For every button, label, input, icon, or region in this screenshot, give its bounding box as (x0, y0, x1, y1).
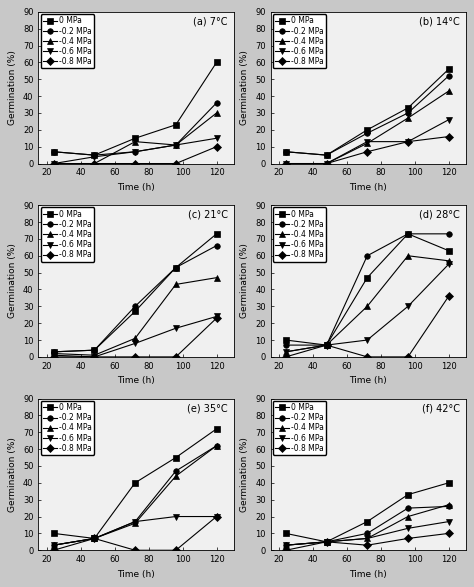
Y-axis label: Germination (%): Germination (%) (240, 50, 249, 125)
Text: (d) 28°C: (d) 28°C (419, 210, 460, 220)
X-axis label: Time (h): Time (h) (349, 569, 387, 579)
Y-axis label: Germination (%): Germination (%) (9, 50, 18, 125)
X-axis label: Time (h): Time (h) (349, 183, 387, 192)
Text: (a) 7°C: (a) 7°C (193, 16, 228, 26)
Text: (c) 21°C: (c) 21°C (188, 210, 228, 220)
Text: (b) 14°C: (b) 14°C (419, 16, 460, 26)
Y-axis label: Germination (%): Germination (%) (9, 437, 18, 512)
Text: (e) 35°C: (e) 35°C (187, 403, 228, 413)
X-axis label: Time (h): Time (h) (117, 376, 155, 385)
Y-axis label: Germination (%): Germination (%) (9, 244, 18, 319)
Legend: 0 MPa, -0.2 MPa, -0.4 MPa, -0.6 MPa, -0.8 MPa: 0 MPa, -0.2 MPa, -0.4 MPa, -0.6 MPa, -0.… (41, 207, 94, 262)
Y-axis label: Germination (%): Germination (%) (240, 244, 249, 319)
X-axis label: Time (h): Time (h) (349, 376, 387, 385)
Legend: 0 MPa, -0.2 MPa, -0.4 MPa, -0.6 MPa, -0.8 MPa: 0 MPa, -0.2 MPa, -0.4 MPa, -0.6 MPa, -0.… (273, 401, 326, 455)
Legend: 0 MPa, -0.2 MPa, -0.4 MPa, -0.6 MPa, -0.8 MPa: 0 MPa, -0.2 MPa, -0.4 MPa, -0.6 MPa, -0.… (41, 401, 94, 455)
Text: (f) 42°C: (f) 42°C (422, 403, 460, 413)
Legend: 0 MPa, -0.2 MPa, -0.4 MPa, -0.6 MPa, -0.8 MPa: 0 MPa, -0.2 MPa, -0.4 MPa, -0.6 MPa, -0.… (273, 207, 326, 262)
Legend: 0 MPa, -0.2 MPa, -0.4 MPa, -0.6 MPa, -0.8 MPa: 0 MPa, -0.2 MPa, -0.4 MPa, -0.6 MPa, -0.… (273, 14, 326, 68)
Legend: 0 MPa, -0.2 MPa, -0.4 MPa, -0.6 MPa, -0.8 MPa: 0 MPa, -0.2 MPa, -0.4 MPa, -0.6 MPa, -0.… (41, 14, 94, 68)
X-axis label: Time (h): Time (h) (117, 183, 155, 192)
Y-axis label: Germination (%): Germination (%) (240, 437, 249, 512)
X-axis label: Time (h): Time (h) (117, 569, 155, 579)
